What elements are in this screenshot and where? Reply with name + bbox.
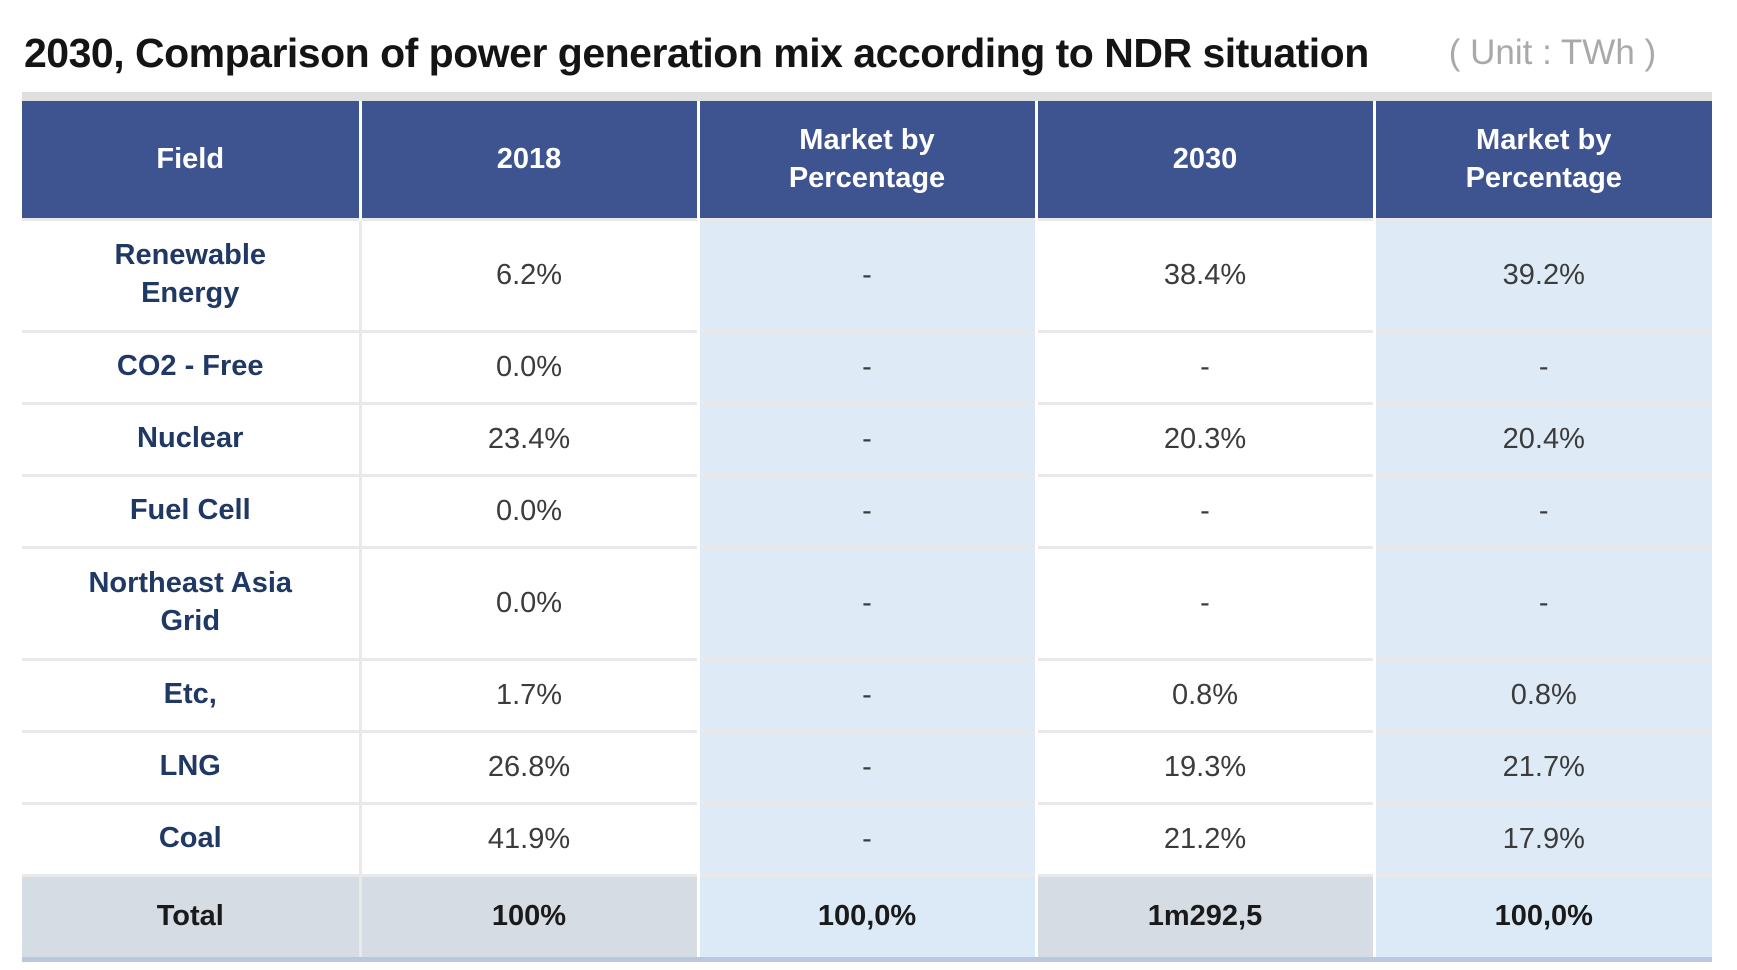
power-mix-table: Field 2018 Market by Percentage 2030 Mar…: [22, 101, 1712, 957]
market-2018-cell: -: [696, 801, 1036, 875]
col-header-label: Field: [156, 143, 225, 176]
value-2030-cell: -: [1034, 545, 1374, 659]
market-2030-cell: 39.2%: [1372, 217, 1712, 331]
market-2030-cell: 21.7%: [1372, 729, 1712, 803]
value-2030-cell: -: [1034, 329, 1374, 403]
col-header-label: Market by Percentage: [1465, 123, 1622, 195]
field-label: Etc,: [163, 678, 217, 711]
power-mix-table-wrap: Field 2018 Market by Percentage 2030 Mar…: [22, 92, 1712, 962]
value-2018-cell: 41.9%: [358, 801, 698, 875]
market-2030-cell: -: [1372, 329, 1712, 403]
value-2030-cell: 0.8%: [1034, 657, 1374, 731]
market-2030-cell: -: [1372, 545, 1712, 659]
market-2018-cell: -: [696, 545, 1036, 659]
value-2018-cell: 0.0%: [358, 329, 698, 403]
field-cell: CO2 - Free: [22, 329, 360, 403]
table-row: Renewable Energy 6.2% - 38.4% 39.2%: [22, 217, 1712, 331]
market-2030-cell: 0.8%: [1372, 657, 1712, 731]
col-header-label: Market by Percentage: [788, 123, 946, 195]
field-label: Coal: [158, 822, 222, 855]
header-row: Field 2018 Market by Percentage 2030 Mar…: [22, 101, 1712, 219]
value-2018-cell: 0.0%: [358, 545, 698, 659]
total-market-2030-cell: 100,0%: [1372, 873, 1712, 957]
field-label: CO2 - Free: [116, 350, 264, 383]
value-2018-cell: 1.7%: [358, 657, 698, 731]
field-cell: Coal: [22, 801, 360, 875]
table-row: Northeast Asia Grid 0.0% - - -: [22, 545, 1712, 659]
field-cell: Etc,: [22, 657, 360, 731]
field-label: LNG: [159, 750, 221, 783]
field-label: Northeast Asia Grid: [88, 567, 293, 637]
market-2018-cell: -: [696, 473, 1036, 547]
col-header-market-2030: Market by Percentage: [1372, 101, 1712, 219]
field-cell: LNG: [22, 729, 360, 803]
table-row: LNG 26.8% - 19.3% 21.7%: [22, 729, 1712, 803]
table-row: Coal 41.9% - 21.2% 17.9%: [22, 801, 1712, 875]
market-2018-cell: -: [696, 401, 1036, 475]
unit-label: ( Unit : TWh ): [1448, 33, 1657, 72]
table-row: CO2 - Free 0.0% - - -: [22, 329, 1712, 403]
col-header-2018: 2018: [358, 101, 698, 219]
value-2030-cell: 21.2%: [1034, 801, 1374, 875]
market-2030-cell: 20.4%: [1372, 401, 1712, 475]
field-cell: Renewable Energy: [22, 217, 360, 331]
col-header-market-2018: Market by Percentage: [696, 101, 1036, 219]
market-2030-cell: -: [1372, 473, 1712, 547]
value-2018-cell: 6.2%: [358, 217, 698, 331]
market-2018-cell: -: [696, 217, 1036, 331]
field-cell: Northeast Asia Grid: [22, 545, 360, 659]
value-2030-cell: 19.3%: [1034, 729, 1374, 803]
col-header-label: 2030: [1172, 143, 1238, 176]
table-footer: Total 100% 100,0% 1m292,5 100,0%: [22, 873, 1712, 957]
value-2030-cell: -: [1034, 473, 1374, 547]
total-row: Total 100% 100,0% 1m292,5 100,0%: [22, 873, 1712, 957]
total-2030-cell: 1m292,5: [1034, 873, 1374, 957]
table-row: Nuclear 23.4% - 20.3% 20.4%: [22, 401, 1712, 475]
value-2018-cell: 26.8%: [358, 729, 698, 803]
market-2018-cell: -: [696, 729, 1036, 803]
field-cell: Nuclear: [22, 401, 360, 475]
market-2018-cell: -: [696, 329, 1036, 403]
col-header-label: 2018: [496, 143, 562, 176]
page-title: 2030, Comparison of power generation mix…: [24, 29, 1369, 76]
field-label: Fuel Cell: [129, 494, 251, 527]
field-label: Nuclear: [137, 422, 244, 455]
table-row: Fuel Cell 0.0% - - -: [22, 473, 1712, 547]
value-2018-cell: 0.0%: [358, 473, 698, 547]
col-header-2030: 2030: [1034, 101, 1374, 219]
value-2030-cell: 20.3%: [1034, 401, 1374, 475]
total-label-cell: Total: [22, 873, 360, 957]
total-market-2018-cell: 100,0%: [696, 873, 1036, 957]
field-cell: Fuel Cell: [22, 473, 360, 547]
market-2030-cell: 17.9%: [1372, 801, 1712, 875]
value-2018-cell: 23.4%: [358, 401, 698, 475]
market-2018-cell: -: [696, 657, 1036, 731]
table-body: Renewable Energy 6.2% - 38.4% 39.2% CO2 …: [22, 217, 1712, 875]
table-row: Etc, 1.7% - 0.8% 0.8%: [22, 657, 1712, 731]
value-2030-cell: 38.4%: [1034, 217, 1374, 331]
col-header-field: Field: [22, 101, 360, 219]
title-bar: 2030, Comparison of power generation mix…: [0, 0, 1737, 92]
total-2018-cell: 100%: [358, 873, 698, 957]
field-label: Renewable Energy: [114, 239, 267, 309]
